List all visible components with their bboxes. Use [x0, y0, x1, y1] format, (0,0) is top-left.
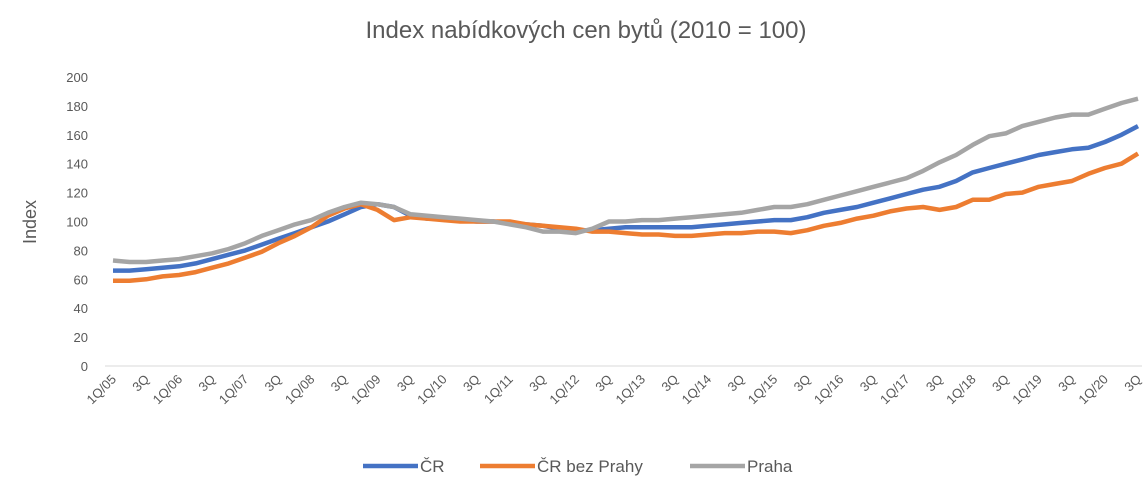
chart-title: Index nabídkových cen bytů (2010 = 100)	[366, 17, 807, 44]
x-tick-label: 3Q	[460, 372, 483, 395]
y-tick-label: 80	[74, 243, 88, 258]
x-tick-label: 1Q/05	[83, 372, 119, 408]
y-tick-label: 100	[66, 215, 88, 230]
series-line	[113, 151, 1140, 283]
x-tick-label: 1Q/15	[745, 372, 781, 408]
x-tick-label: 1Q/12	[546, 372, 582, 408]
y-axis-label: Index	[20, 200, 40, 244]
y-tick-label: 20	[74, 330, 88, 345]
x-tick-label: 3Q	[195, 372, 218, 395]
x-tick-label: 1Q/10	[414, 372, 450, 408]
x-tick-label: 1Q/14	[679, 372, 715, 408]
series-line	[112, 96, 1139, 265]
x-tick-label: 1Q/09	[348, 372, 384, 408]
x-tick-label: 3Q	[526, 372, 549, 395]
x-tick-label: 1Q/08	[282, 372, 318, 408]
x-tick-label: 3Q	[658, 372, 681, 395]
x-tick-label: 3Q	[1121, 372, 1144, 395]
x-tick-label: 1Q/06	[150, 372, 186, 408]
x-tick-label: 1Q/11	[481, 372, 516, 407]
x-tick-label: 3Q	[328, 372, 351, 395]
y-tick-label: 40	[74, 301, 88, 316]
y-tick-label: 160	[66, 128, 88, 143]
x-tick-label: 3Q	[394, 372, 417, 395]
x-tick-label: 3Q	[857, 372, 880, 395]
y-tick-label: 120	[66, 186, 88, 201]
x-tick-label: 1Q/20	[1075, 372, 1111, 408]
x-tick-label: 1Q/19	[1009, 372, 1045, 408]
x-tick-label: 3Q	[592, 372, 615, 395]
y-tick-label: 60	[74, 272, 88, 287]
x-tick-label: 3Q	[129, 372, 152, 395]
x-tick-label: 3Q	[989, 372, 1012, 395]
y-tick-label: 140	[66, 157, 88, 172]
x-tick-label: 1Q/07	[216, 372, 252, 408]
y-tick-label: 180	[66, 99, 88, 114]
series-line	[113, 124, 1140, 273]
x-tick-label: 1Q/13	[612, 372, 648, 408]
x-tick-label: 3Q	[1055, 372, 1078, 395]
x-tick-label: 3Q	[923, 372, 946, 395]
legend-label: ČR bez Prahy	[537, 457, 643, 476]
legend-label: ČR	[420, 457, 445, 476]
x-tick-label: 3Q	[791, 372, 814, 395]
x-tick-label: 1Q/16	[811, 372, 847, 408]
x-tick-label: 3Q	[262, 372, 285, 395]
legend-label: Praha	[747, 457, 793, 476]
x-tick-label: 1Q/17	[877, 372, 913, 408]
x-tick-label: 1Q/18	[943, 372, 979, 408]
x-tick-label: 3Q	[724, 372, 747, 395]
y-tick-label: 200	[66, 70, 88, 85]
y-tick-label: 0	[81, 359, 88, 374]
